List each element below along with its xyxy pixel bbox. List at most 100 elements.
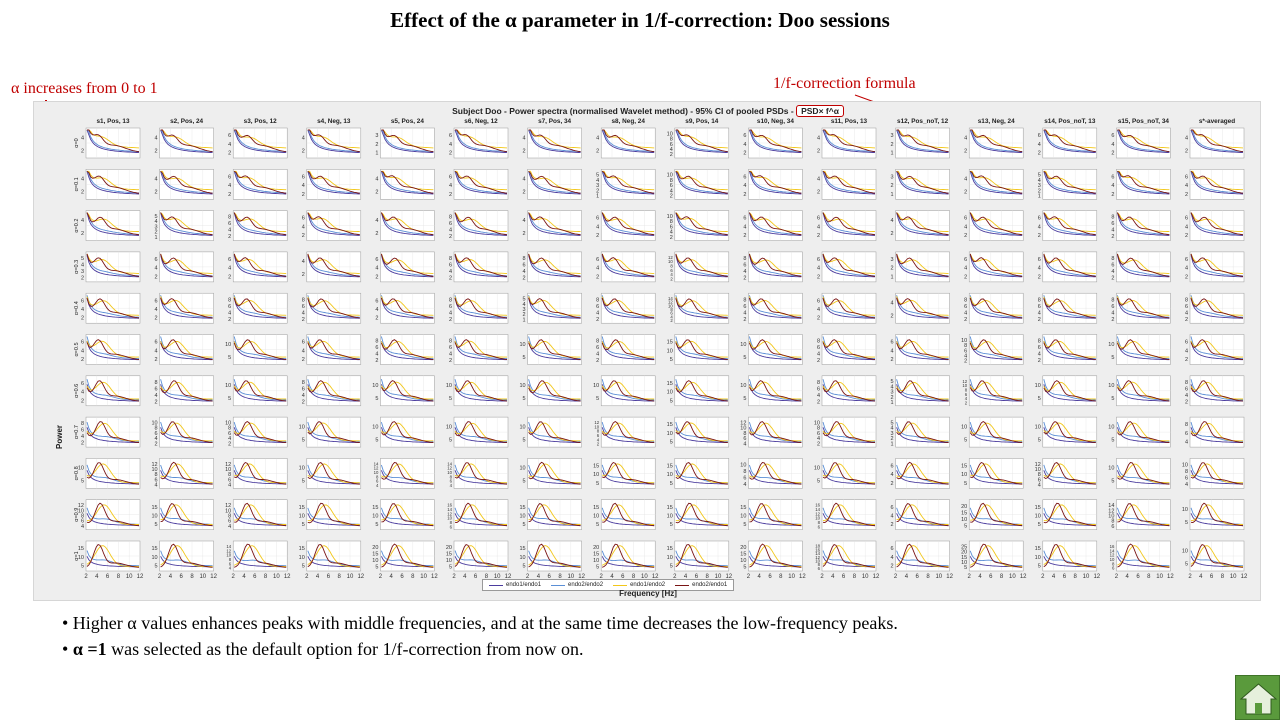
- x-tick-label: 2: [1188, 574, 1192, 580]
- psd-trace: [381, 543, 434, 568]
- psd-trace: [896, 129, 949, 149]
- y-tick-label: 2: [155, 274, 158, 280]
- x-tick-label: 2: [452, 574, 456, 580]
- psd-trace: [601, 470, 655, 485]
- x-tick-label: 12: [1093, 574, 1100, 580]
- psd-trace: [1116, 171, 1170, 195]
- psd-trace: [234, 170, 287, 191]
- psd-trace: [969, 427, 1023, 444]
- y-tick-label: 12: [962, 379, 967, 384]
- y-tick-label: 10: [151, 555, 157, 561]
- y-tick-label: 5: [1111, 396, 1114, 402]
- x-tick-label: 6: [989, 574, 993, 580]
- psd-trace: [86, 384, 139, 402]
- y-tick-label: 4: [449, 183, 452, 189]
- y-tick-label: 6: [743, 174, 746, 180]
- y-tick-label: 2: [155, 441, 158, 447]
- y-tick-label: 5: [375, 396, 378, 402]
- x-tick-label: 8: [264, 574, 268, 580]
- psd-trace: [381, 421, 434, 444]
- y-tick-label: 2: [155, 316, 158, 322]
- y-tick-label: 10: [667, 390, 673, 396]
- y-tick-label: 8: [228, 472, 231, 478]
- y-tick-label: 4: [817, 393, 820, 399]
- psd-trace: [1043, 253, 1096, 277]
- y-tick-label: 6: [449, 133, 452, 139]
- y-tick-label: 4: [81, 434, 84, 440]
- x-tick-label: 2: [968, 574, 972, 580]
- psd-trace: [969, 420, 1023, 444]
- psd-trace: [380, 550, 434, 567]
- psd-trace: [1190, 297, 1244, 319]
- psd-trace: [1043, 129, 1096, 152]
- x-tick-label: 8: [338, 574, 342, 580]
- psd-trace: [675, 129, 728, 153]
- y-tick-label: 4: [743, 142, 746, 148]
- x-tick-label: 12: [505, 574, 512, 580]
- psd-trace: [233, 380, 287, 402]
- y-tick-label: 2: [964, 274, 967, 280]
- y-tick-label: 5: [228, 355, 231, 361]
- y-tick-label: 8: [1185, 422, 1188, 428]
- y-tick-label: 2: [302, 272, 305, 278]
- psd-trace: [1191, 129, 1244, 149]
- y-tick-label: 4: [1111, 142, 1114, 148]
- y-tick-label: 5: [964, 523, 967, 529]
- psd-trace: [380, 384, 434, 402]
- y-tick-label: 4: [964, 224, 967, 230]
- y-tick-label: 6: [891, 505, 894, 511]
- home-button[interactable]: [1235, 675, 1280, 720]
- y-tick-label: 2: [302, 317, 305, 323]
- y-tick-label: 4: [1038, 266, 1041, 272]
- psd-trace: [675, 212, 728, 233]
- y-tick-label: 4: [1185, 440, 1188, 446]
- psd-trace: [748, 255, 802, 278]
- y-tick-label: 6: [1111, 174, 1114, 180]
- x-tick-label: 6: [621, 574, 625, 580]
- home-icon: [1239, 683, 1278, 715]
- y-tick-label: 4: [81, 307, 84, 313]
- y-tick-label: 4: [743, 310, 746, 316]
- psd-trace: [528, 543, 581, 568]
- psd-trace: [601, 212, 655, 236]
- y-tick-label: 8: [965, 387, 968, 392]
- y-tick-label: 4: [376, 483, 379, 488]
- psd-trace: [822, 255, 875, 278]
- y-tick-label: 2: [449, 358, 452, 364]
- y-tick-label: 5: [228, 396, 231, 402]
- psd-trace: [748, 212, 802, 236]
- y-tick-label: 5: [670, 522, 673, 528]
- y-tick-label: 10: [78, 508, 84, 514]
- y-tick-label: 20: [961, 550, 967, 556]
- y-tick-label: 5: [670, 357, 673, 363]
- psd-trace: [528, 212, 581, 233]
- y-tick-label: 6: [1111, 262, 1114, 268]
- bullet-bold: α =1: [72, 639, 107, 659]
- y-tick-label: 4: [1185, 348, 1188, 354]
- row-label: α=0.3: [74, 260, 80, 274]
- psd-trace: [1043, 470, 1096, 485]
- psd-trace: [1116, 297, 1170, 319]
- y-tick-label: 5: [1111, 479, 1114, 485]
- y-tick-label: 4: [302, 259, 305, 265]
- y-tick-label: 6: [964, 348, 967, 354]
- psd-trace: [86, 513, 139, 526]
- y-tick-label: 10: [225, 508, 231, 514]
- y-tick-label: 2: [375, 190, 378, 196]
- y-tick-label: 15: [667, 546, 673, 552]
- legend-swatch: [675, 584, 690, 586]
- y-tick-label: 2: [596, 148, 599, 154]
- y-tick-label: 10: [1108, 514, 1114, 520]
- psd-trace: [601, 550, 655, 567]
- psd-trace: [1190, 550, 1243, 567]
- x-tick-label: 10: [199, 574, 206, 580]
- psd-trace: [233, 297, 287, 319]
- psd-trace: [896, 295, 949, 318]
- y-tick-label: 2: [596, 188, 599, 194]
- psd-trace: [160, 212, 213, 233]
- y-tick-label: 2: [1038, 358, 1041, 364]
- psd-trace: [86, 470, 139, 485]
- y-tick-label: 4: [523, 269, 526, 275]
- psd-trace: [601, 297, 655, 319]
- x-tick-label: 2: [673, 574, 677, 580]
